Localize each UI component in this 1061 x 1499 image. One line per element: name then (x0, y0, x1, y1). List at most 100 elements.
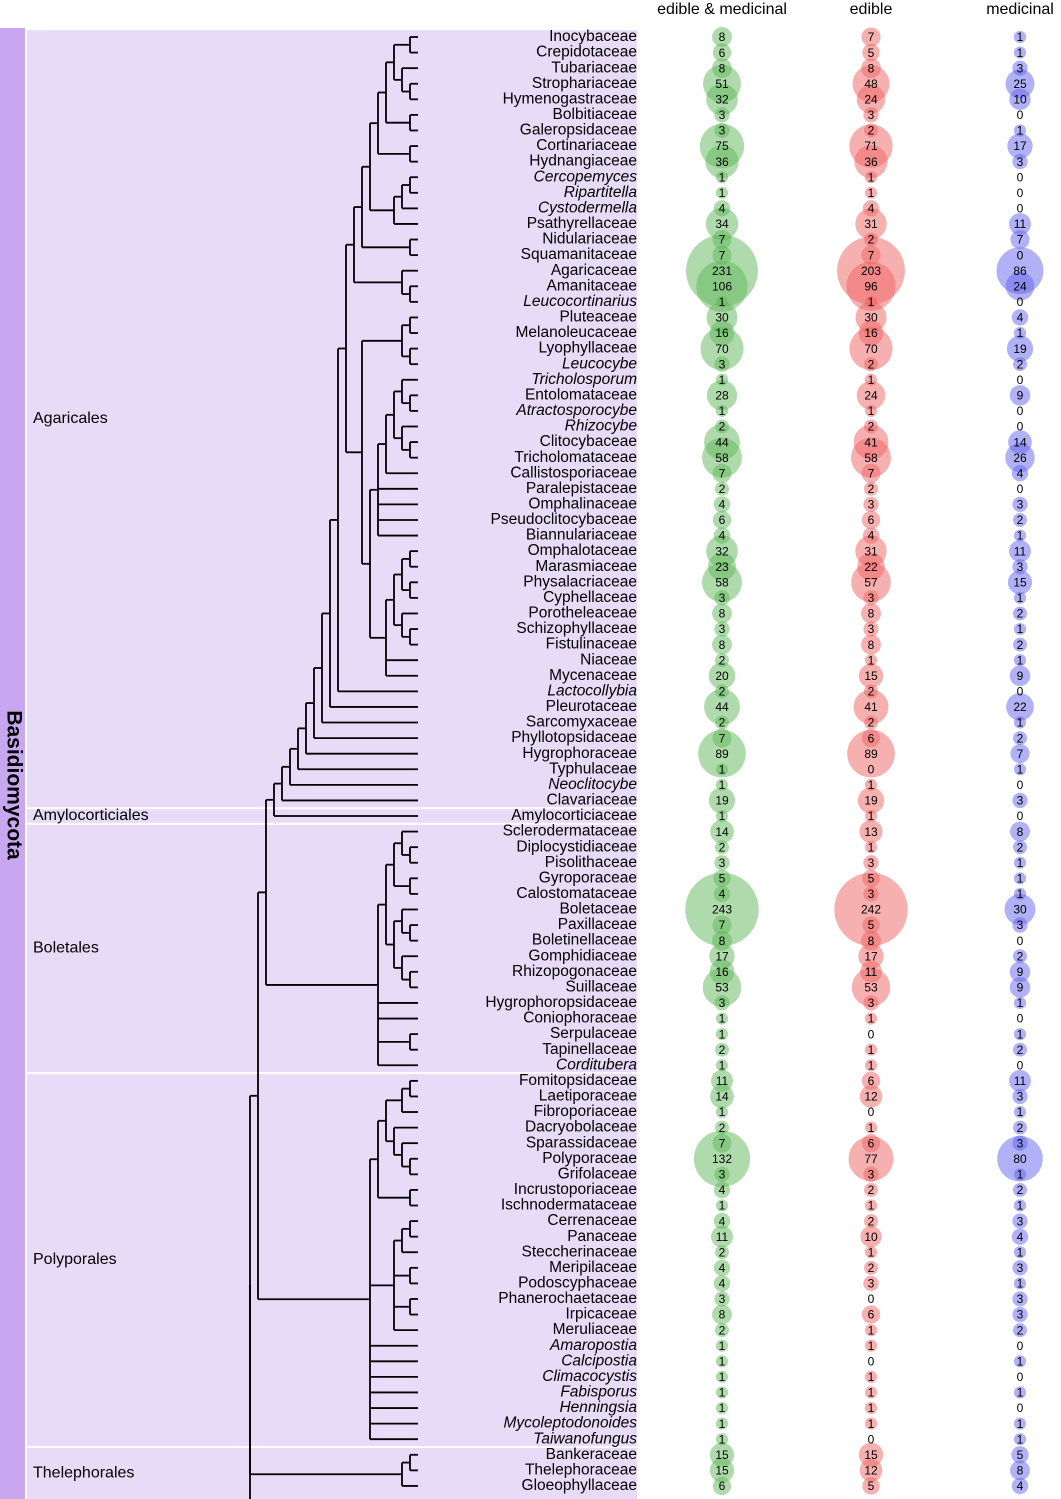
value-label: 58 (864, 451, 878, 465)
bubble (1012, 917, 1028, 933)
bubble (1006, 693, 1034, 721)
bubble (1013, 1168, 1027, 1181)
taxon-label: Tubariaceae (551, 59, 637, 76)
bubble (1012, 1260, 1028, 1276)
value-label: 0 (868, 1354, 875, 1368)
bubble (706, 83, 738, 116)
value-label: 2 (868, 420, 875, 434)
value-label: 0 (1017, 685, 1024, 699)
value-label: 1 (719, 1386, 726, 1400)
value-label: 1 (1017, 591, 1024, 605)
value-label: 3 (868, 887, 875, 901)
value-label: 11 (1014, 1074, 1027, 1088)
bubble (856, 85, 886, 114)
value-label: 6 (719, 513, 726, 527)
bubble (1009, 961, 1031, 983)
value-label: 1 (1017, 1354, 1024, 1368)
bubble (715, 1433, 729, 1446)
bubble (1004, 893, 1036, 925)
group-label: Thelephorales (33, 1465, 134, 1482)
value-label: 9 (1017, 389, 1024, 403)
value-label: 6 (868, 513, 875, 527)
value-label: 132 (712, 1152, 732, 1166)
value-label: 6 (868, 1136, 875, 1150)
bubble (708, 787, 736, 814)
bubble (696, 260, 748, 312)
bubble (1013, 654, 1027, 667)
value-label: 8 (719, 30, 726, 44)
value-label: 8 (868, 638, 875, 652)
value-label: 44 (715, 700, 729, 714)
value-label: 2 (1017, 638, 1024, 652)
taxon-label: Rhizocybe (565, 418, 638, 435)
bubble (1013, 872, 1027, 885)
bubble (861, 1071, 881, 1091)
value-label: 3 (1017, 560, 1024, 574)
value-label: 0 (868, 762, 875, 776)
bubble (1010, 229, 1030, 250)
bubble (714, 107, 730, 123)
value-label: 3 (1017, 1308, 1024, 1322)
value-label: 7 (719, 918, 726, 932)
bubble (1013, 513, 1027, 527)
bubble (1013, 840, 1027, 855)
value-label: 0 (1017, 482, 1024, 496)
bubble (1009, 977, 1031, 998)
value-label: 28 (715, 389, 729, 403)
bubble (715, 1105, 729, 1119)
bubble (1012, 1291, 1028, 1307)
value-label: 24 (1013, 279, 1027, 293)
taxon-label: Tricholosporum (531, 371, 637, 388)
value-label: 70 (715, 342, 729, 356)
bubble (1013, 1028, 1027, 1041)
value-label: 0 (1017, 809, 1024, 823)
taxon-label: Sparassidaceae (526, 1134, 637, 1151)
value-label: 1 (719, 1432, 726, 1446)
taxon-label: Biannulariaceae (526, 527, 637, 544)
value-label: 1 (1017, 1432, 1024, 1446)
bubble (864, 1324, 878, 1337)
value-label: 3 (719, 996, 726, 1010)
bubble (714, 590, 730, 606)
value-label: 6 (868, 731, 875, 745)
taxon-label: Lyophyllaceae (538, 340, 637, 357)
value-label: 2 (868, 357, 875, 371)
value-label: 1 (868, 1245, 875, 1259)
value-label: 2 (1017, 607, 1024, 621)
bubble (848, 1136, 894, 1182)
taxon-label: Henningsia (559, 1399, 637, 1416)
bubble (863, 1166, 879, 1182)
bubble (1013, 1120, 1027, 1135)
bubble (853, 689, 889, 725)
value-label: 0 (1017, 778, 1024, 792)
value-label: 22 (864, 560, 878, 574)
bubble (857, 787, 885, 814)
bubble (685, 872, 759, 947)
taxon-label: Corditubera (556, 1056, 637, 1073)
taxon-label: Clavariaceae (547, 792, 637, 809)
value-label: 41 (864, 435, 878, 449)
value-label: 0 (1017, 420, 1024, 434)
taxon-label: Mycoleptodonoides (503, 1415, 637, 1432)
bubble (712, 1304, 732, 1325)
value-label: 3 (719, 1292, 726, 1306)
value-label: 9 (1017, 981, 1024, 995)
bubble (861, 603, 881, 624)
bubble (1013, 763, 1027, 776)
bubble (1012, 1213, 1028, 1229)
bubble (864, 1417, 878, 1430)
value-label: 8 (719, 61, 726, 75)
taxon-label: Amylocorticiaceae (511, 807, 637, 824)
value-label: 1 (719, 404, 726, 418)
value-label: 30 (864, 311, 878, 325)
taxon-label: Paxillaceae (558, 916, 637, 933)
taxon-label: Sarcomyxaceae (526, 714, 637, 731)
value-label: 4 (868, 202, 875, 216)
value-label: 1 (868, 186, 875, 200)
bubble (859, 1085, 883, 1108)
value-label: 1 (1017, 1168, 1024, 1182)
bubble (1009, 665, 1031, 687)
taxon-label: Phanerochaetaceae (498, 1290, 637, 1307)
value-label: 7 (1017, 747, 1024, 761)
value-label: 75 (715, 139, 729, 153)
